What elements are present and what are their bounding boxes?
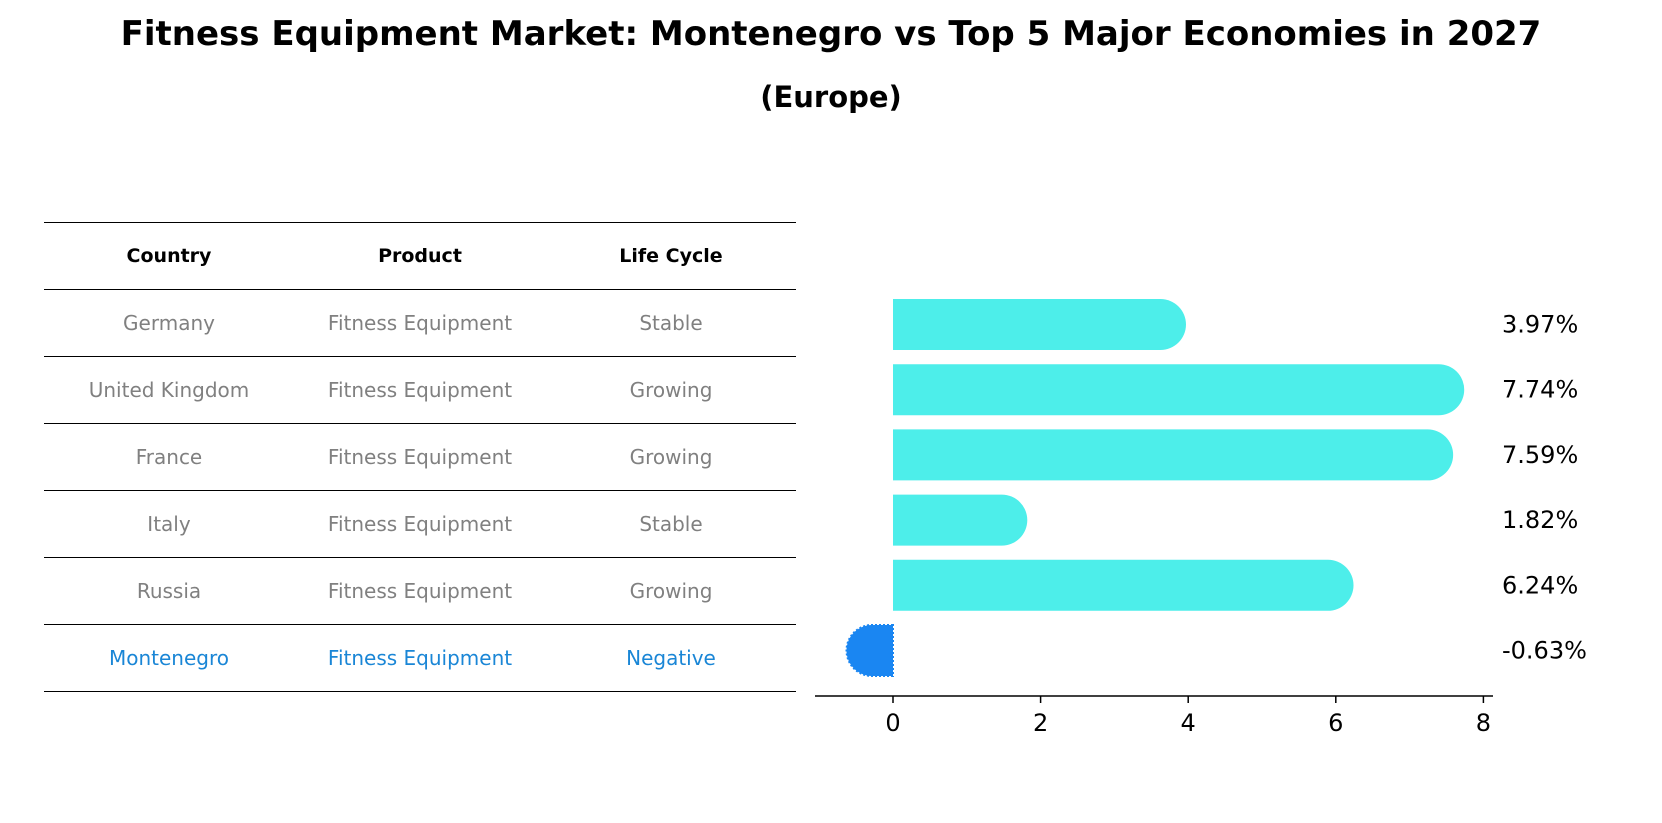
bar-value-label: 3.97% bbox=[1502, 311, 1578, 339]
bar-germany bbox=[893, 299, 1186, 350]
cell-product: Fitness Equipment bbox=[327, 646, 513, 670]
x-tick-label: 4 bbox=[1181, 709, 1196, 737]
cell-product: Fitness Equipment bbox=[327, 579, 513, 603]
cell-life-cycle: Growing bbox=[629, 445, 713, 469]
bar-value-label: 7.74% bbox=[1502, 376, 1578, 404]
cell-product: Fitness Equipment bbox=[327, 512, 513, 536]
table-row: France Fitness Equipment Growing bbox=[44, 423, 796, 490]
chart-title: Fitness Equipment Market: Montenegro vs … bbox=[120, 14, 1542, 54]
cell-life-cycle: Growing bbox=[629, 378, 713, 402]
table-header-row: Country Product Life Cycle bbox=[44, 222, 796, 289]
bar-united-kingdom bbox=[893, 364, 1465, 416]
bar-italy bbox=[893, 494, 1028, 546]
cell-country: United Kingdom bbox=[88, 378, 250, 402]
table-row: Russia Fitness Equipment Growing bbox=[44, 557, 796, 624]
cell-product: Fitness Equipment bbox=[327, 445, 513, 469]
column-header-country: Country bbox=[126, 245, 212, 267]
chart-subtitle: (Europe) bbox=[760, 80, 902, 114]
table-row: Italy Fitness Equipment Stable bbox=[44, 490, 796, 557]
cell-country: France bbox=[135, 445, 203, 469]
bar-russia bbox=[893, 559, 1354, 611]
cell-life-cycle: Growing bbox=[629, 579, 713, 603]
table-row: United Kingdom Fitness Equipment Growing bbox=[44, 356, 796, 423]
bar-france bbox=[893, 429, 1454, 481]
cell-product: Fitness Equipment bbox=[327, 311, 513, 335]
cell-country: Russia bbox=[136, 579, 202, 603]
x-tick-label: 0 bbox=[885, 709, 900, 737]
cell-life-cycle: Negative bbox=[626, 646, 716, 670]
x-tick-label: 2 bbox=[1033, 709, 1048, 737]
bar-value-label: 1.82% bbox=[1502, 506, 1578, 534]
bar-value-label: 6.24% bbox=[1502, 571, 1578, 599]
x-tick-label: 6 bbox=[1328, 709, 1343, 737]
cell-country: Italy bbox=[147, 512, 191, 536]
data-table: Country Product Life Cycle Germany Fitne… bbox=[44, 222, 796, 692]
cell-product: Fitness Equipment bbox=[327, 378, 513, 402]
cell-life-cycle: Stable bbox=[639, 512, 703, 536]
column-header-product: Product bbox=[378, 245, 462, 267]
table-row: Germany Fitness Equipment Stable bbox=[44, 289, 796, 356]
cell-life-cycle: Stable bbox=[639, 311, 703, 335]
bar-montenegro bbox=[845, 624, 894, 677]
column-header-life-cycle: Life Cycle bbox=[619, 245, 723, 267]
table-row-highlighted: Montenegro Fitness Equipment Negative bbox=[44, 624, 796, 692]
cell-country: Montenegro bbox=[108, 646, 229, 670]
cell-country: Germany bbox=[123, 311, 215, 335]
bar-value-label: -0.63% bbox=[1502, 637, 1587, 665]
bar-value-label: 7.59% bbox=[1502, 441, 1578, 469]
x-tick-label: 8 bbox=[1476, 709, 1491, 737]
